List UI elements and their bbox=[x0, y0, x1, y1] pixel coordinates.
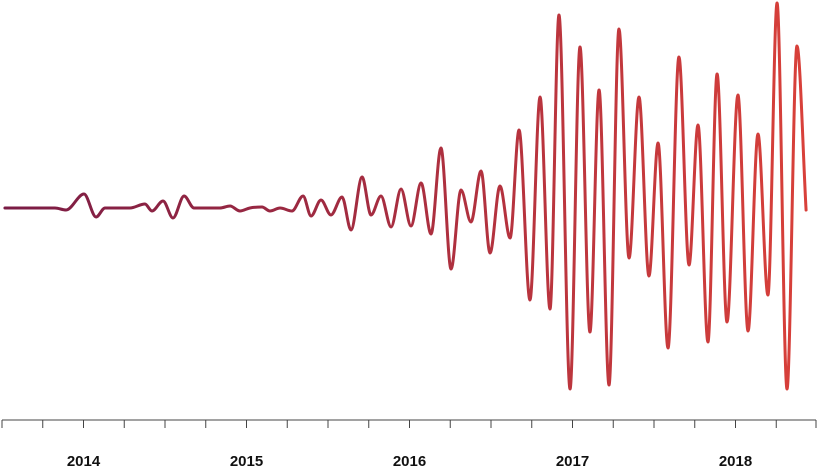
x-tick-label: 2016 bbox=[393, 453, 426, 470]
x-tick-label: 2015 bbox=[230, 453, 263, 470]
x-tick-label: 2018 bbox=[719, 453, 752, 470]
x-tick-label: 2014 bbox=[67, 453, 101, 470]
data-line bbox=[3, 1, 808, 391]
x-tick-label: 2017 bbox=[556, 453, 589, 470]
